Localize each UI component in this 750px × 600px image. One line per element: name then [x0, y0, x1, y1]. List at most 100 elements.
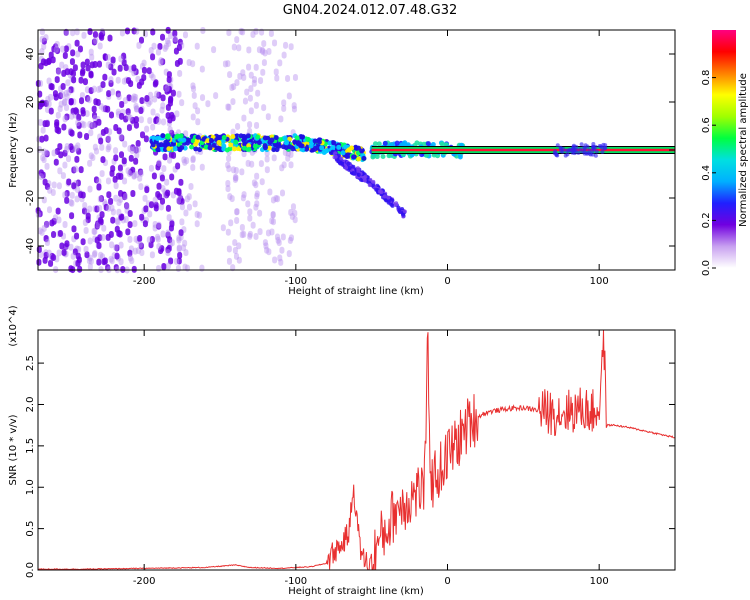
heatmap-cell [113, 182, 119, 190]
heatmap-cell [123, 193, 129, 201]
heatmap-cell [232, 173, 238, 181]
heatmap-cell [274, 195, 280, 203]
heatmap-cell [127, 221, 133, 229]
heatmap-cell [194, 210, 200, 218]
heatmap-cell [106, 143, 112, 151]
heatmap-cell [88, 257, 94, 265]
heatmap-cell [123, 215, 129, 223]
heatmap-cell [262, 135, 268, 141]
heatmap-cell [288, 234, 294, 242]
heatmap-cell [78, 166, 84, 174]
heatmap-cell [241, 74, 247, 82]
heatmap-cell [585, 144, 590, 149]
heatmap-cell [77, 45, 83, 53]
heatmap-cell [260, 68, 266, 76]
heatmap-cell [47, 186, 53, 194]
heatmap-cell [146, 67, 152, 75]
heatmap-cell [43, 235, 49, 243]
heatmap-cell [274, 142, 280, 148]
heatmap-cell [157, 42, 163, 50]
heatmap-cell [255, 89, 261, 97]
heatmap-cell [312, 146, 318, 152]
heatmap-cell [376, 141, 382, 147]
heatmap-cell [232, 175, 238, 183]
heatmap-cell [86, 96, 92, 104]
heatmap-cell [158, 203, 164, 211]
heatmap-cell [87, 159, 93, 167]
heatmap-cell [190, 113, 196, 121]
heatmap-cell [156, 221, 162, 229]
heatmap-cell [253, 27, 259, 35]
heatmap-cell [95, 99, 101, 107]
heatmap-cell [159, 174, 165, 182]
heatmap-cell [177, 57, 183, 65]
heatmap-cell [135, 140, 141, 148]
heatmap-cell [88, 129, 94, 137]
heatmap-cell [69, 212, 75, 220]
heatmap-cell [119, 151, 125, 159]
heatmap-cell [161, 165, 167, 173]
heatmap-cell [138, 116, 144, 124]
heatmap-cell [182, 158, 188, 166]
heatmap-cell [258, 160, 264, 168]
heatmap-cell [113, 243, 119, 251]
heatmap-cell [129, 147, 135, 155]
heatmap-cell [154, 116, 160, 124]
heatmap-cell [367, 183, 372, 188]
colorbar-gradient [712, 30, 736, 268]
heatmap-cell [273, 195, 279, 203]
heatmap-cell [53, 93, 59, 101]
heatmap-cell [160, 133, 166, 139]
heatmap-cell [162, 153, 168, 161]
heatmap-cell [142, 194, 148, 202]
heatmap-cell [64, 190, 70, 198]
heatmap-cell [144, 125, 150, 133]
heatmap-cell [130, 190, 136, 198]
heatmap-cell [136, 41, 142, 49]
heatmap-cell [73, 165, 79, 173]
heatmap-cell [114, 217, 120, 225]
heatmap-cell [74, 232, 80, 240]
heatmap-cell [69, 112, 75, 120]
heatmap-cell [172, 36, 178, 44]
heatmap-cell [96, 258, 102, 266]
heatmap-cell [221, 135, 227, 141]
heatmap-cell [271, 154, 277, 162]
heatmap-cell [99, 143, 105, 151]
heatmap-cell [165, 231, 171, 239]
heatmap-cell [247, 230, 253, 238]
heatmap-cell [46, 249, 52, 257]
spectrogram-xlabel: Height of straight line (km) [288, 286, 424, 297]
heatmap-cell [150, 73, 156, 81]
heatmap-cell [241, 114, 247, 122]
heatmap-cell [44, 239, 50, 247]
heatmap-cell [84, 251, 90, 259]
heatmap-cell [43, 34, 49, 42]
heatmap-cell [555, 153, 560, 158]
heatmap-cell [179, 218, 185, 226]
heatmap-cell [169, 111, 175, 119]
heatmap-cell [247, 121, 253, 129]
heatmap-cell [36, 258, 42, 266]
heatmap-cell [248, 71, 254, 79]
heatmap-cell [308, 143, 314, 149]
heatmap-cell [57, 105, 63, 113]
heatmap-cell [186, 59, 192, 67]
heatmap-cell [73, 107, 79, 115]
heatmap-cell [116, 93, 122, 101]
heatmap-cell [66, 178, 72, 186]
heatmap-cell [74, 28, 80, 36]
heatmap-cell [234, 79, 240, 87]
x-tick-label: 100 [590, 576, 609, 587]
heatmap-cell [39, 28, 45, 36]
heatmap-cell [137, 174, 143, 182]
heatmap-cell [68, 97, 74, 105]
heatmap-cell [231, 166, 237, 174]
heatmap-cell [253, 203, 259, 211]
heatmap-cell [127, 170, 133, 178]
heatmap-cell [87, 263, 93, 271]
x-tick-label: 0 [444, 576, 450, 587]
heatmap-cell [222, 60, 228, 68]
heatmap-cell [591, 142, 596, 147]
heatmap-cell [159, 106, 165, 114]
